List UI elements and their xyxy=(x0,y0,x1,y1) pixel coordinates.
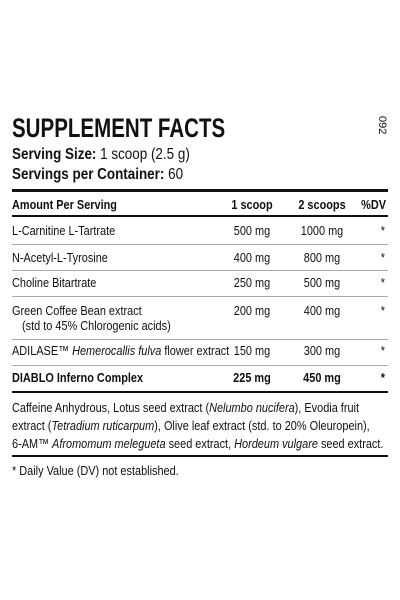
rule xyxy=(12,215,388,217)
name-part: flower extract xyxy=(161,343,230,358)
name-part: Hemerocallis fulva xyxy=(72,343,162,358)
dv: * xyxy=(380,343,385,358)
text-part: Afromomum melegueta xyxy=(52,436,166,451)
text-part: extract ( xyxy=(12,418,52,433)
footnote: * Daily Value (DV) not established. xyxy=(12,463,179,478)
servings-per-container: Servings per Container: 60 xyxy=(12,166,183,184)
amount-2: 500 mg xyxy=(303,275,341,290)
dv: * xyxy=(380,303,385,318)
amount-1: 150 mg xyxy=(233,343,271,358)
rule xyxy=(12,189,388,192)
col-header: 1 scoop xyxy=(231,197,273,212)
amount-2: 400 mg xyxy=(303,303,341,318)
amount-2: 450 mg xyxy=(303,370,341,385)
rule xyxy=(12,391,388,393)
label: Serving Size: xyxy=(12,146,97,163)
amount-2: 1000 mg xyxy=(300,223,344,238)
row-name: Green Coffee Bean extract xyxy=(12,303,142,318)
row-name: DIABLO Inferno Complex xyxy=(12,370,144,385)
separator xyxy=(12,365,388,366)
amount-1: 200 mg xyxy=(233,303,271,318)
value: 60 xyxy=(168,166,184,183)
side-code: 092 xyxy=(376,116,388,135)
amount-1: 400 mg xyxy=(233,250,271,265)
row-name: Choline Bitartrate xyxy=(12,275,97,290)
separator xyxy=(12,244,388,245)
text-part: Tetradium ruticarpum xyxy=(51,418,155,433)
text-part: Hordeum vulgare xyxy=(234,436,318,451)
row-sub: (std to 45% Chlorogenic acids) xyxy=(22,318,171,333)
amount-1: 225 mg xyxy=(233,370,271,385)
text-part: ), Evodia fruit xyxy=(294,400,360,415)
serving-size: Serving Size: 1 scoop (2.5 g) xyxy=(12,146,190,164)
separator xyxy=(12,339,388,340)
ingredient-line: Caffeine Anhydrous, Lotus seed extract (… xyxy=(12,400,359,416)
ingredient-line: 6-AM™ Afromomum melegueta seed extract, … xyxy=(12,436,383,452)
row-name: N-Acetyl-L-Tyrosine xyxy=(12,250,108,265)
rule xyxy=(12,455,388,457)
ingredient-line: extract (Tetradium ruticarpum), Olive le… xyxy=(12,418,370,434)
amount-2: 300 mg xyxy=(303,343,341,358)
text-part: Nelumbo nucifera xyxy=(209,400,295,415)
col-header: %DV xyxy=(361,197,386,212)
dv: * xyxy=(380,250,385,265)
text-part: 6-AM™ xyxy=(12,436,53,451)
separator xyxy=(12,296,388,297)
text-part: seed extract. xyxy=(317,436,384,451)
col-header: 2 scoops xyxy=(298,197,346,212)
amount-1: 250 mg xyxy=(233,275,271,290)
title: SUPPLEMENT FACTS xyxy=(12,113,226,143)
name-part: ADILASE™ xyxy=(12,343,73,358)
dv: * xyxy=(380,223,385,238)
amount-1: 500 mg xyxy=(233,223,271,238)
amount-2: 800 mg xyxy=(303,250,341,265)
row-name: ADILASE™ Hemerocallis fulva flower extra… xyxy=(12,343,229,359)
text-part: ), Olive leaf extract (std. to 20% Oleur… xyxy=(154,418,370,433)
separator xyxy=(12,270,388,271)
col-header: Amount Per Serving xyxy=(12,197,117,212)
row-name: L-Carnitine L-Tartrate xyxy=(12,223,116,238)
text-part: seed extract, xyxy=(165,436,235,451)
dv: * xyxy=(380,370,385,385)
dv: * xyxy=(380,275,385,290)
text-part: Caffeine Anhydrous, Lotus seed extract ( xyxy=(12,400,210,415)
value: 1 scoop (2.5 g) xyxy=(100,146,190,163)
label: Servings per Container: xyxy=(12,166,165,183)
